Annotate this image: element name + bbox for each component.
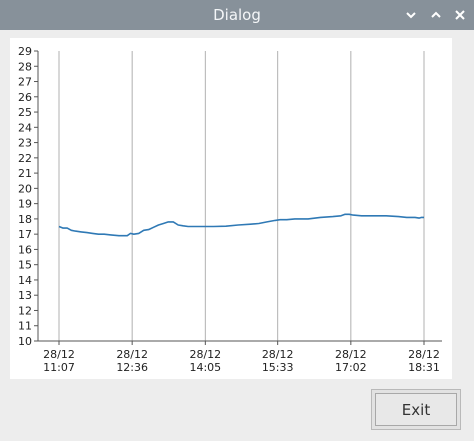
y-tick-label: 21	[18, 167, 32, 180]
title-bar: Dialog	[0, 0, 474, 30]
x-tick-label: 28/12	[116, 348, 148, 361]
chevron-up-icon	[431, 11, 441, 18]
x-tick-label: 18:31	[408, 361, 440, 374]
y-tick-label: 20	[18, 182, 32, 195]
y-tick-label: 26	[18, 91, 32, 104]
x-tick-label: 11:07	[43, 361, 75, 374]
x-tick-label: 28/12	[262, 348, 294, 361]
x-tick-label: 14:05	[189, 361, 221, 374]
y-tick-label: 12	[18, 304, 32, 317]
y-tick-label: 28	[18, 60, 32, 73]
x-tick-label: 28/12	[408, 348, 440, 361]
y-tick-label: 10	[18, 335, 32, 348]
y-tick-label: 15	[18, 259, 32, 272]
close-button[interactable]	[451, 6, 469, 24]
y-tick-label: 13	[18, 289, 32, 302]
exit-button-label: Exit	[375, 393, 457, 426]
x-tick-label: 17:02	[335, 361, 367, 374]
x-tick-label: 15:33	[262, 361, 294, 374]
maximize-button[interactable]	[427, 6, 445, 24]
close-icon	[455, 10, 465, 20]
y-tick-label: 16	[18, 243, 32, 256]
y-tick-label: 19	[18, 198, 32, 211]
temperature-chart: 10 11 12 13 14 15 16 17 18 19 20 21 22 23 24 25 26 27 28 29…	[18, 45, 442, 374]
y-tick-label: 29	[18, 45, 32, 58]
chart-panel: 10 11 12 13 14 15 16 17 18 19 20 21 22 23 24 25 26 27 28 29…	[10, 38, 452, 379]
x-tick-label: 28/12	[335, 348, 367, 361]
window-title: Dialog	[213, 6, 261, 24]
y-tick-label: 18	[18, 213, 32, 226]
exit-button[interactable]: Exit	[371, 389, 461, 430]
y-tick-label: 14	[18, 274, 32, 287]
minimize-button[interactable]	[402, 6, 420, 24]
y-tick-label: 22	[18, 152, 32, 165]
y-tick-label: 11	[18, 320, 32, 333]
y-tick-label: 27	[18, 76, 32, 89]
chevron-down-icon	[406, 12, 416, 19]
x-tick-label: 12:36	[116, 361, 148, 374]
x-tick-label: 28/12	[43, 348, 75, 361]
y-tick-label: 17	[18, 228, 32, 241]
y-tick-label: 25	[18, 106, 32, 119]
y-tick-label: 23	[18, 137, 32, 150]
series-line	[58, 213, 424, 237]
y-tick-label: 24	[18, 121, 32, 134]
x-tick-label: 28/12	[189, 348, 221, 361]
